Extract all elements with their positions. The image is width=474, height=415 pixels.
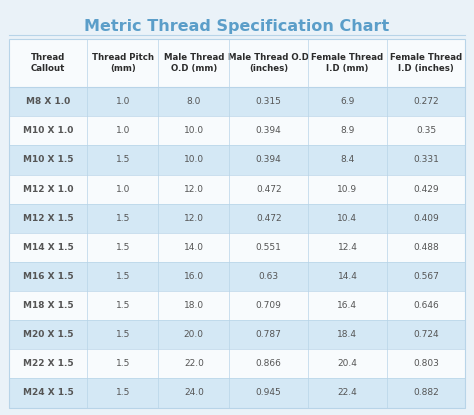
Text: M12 X 1.0: M12 X 1.0 bbox=[23, 185, 73, 193]
Text: 0.803: 0.803 bbox=[413, 359, 439, 369]
Bar bbox=[9, 233, 465, 262]
Text: M16 X 1.5: M16 X 1.5 bbox=[23, 272, 73, 281]
Text: 0.882: 0.882 bbox=[413, 388, 439, 398]
Bar bbox=[9, 291, 465, 320]
Text: 0.945: 0.945 bbox=[256, 388, 282, 398]
Text: 0.429: 0.429 bbox=[413, 185, 439, 193]
Text: 1.5: 1.5 bbox=[116, 272, 130, 281]
Text: 0.272: 0.272 bbox=[413, 97, 439, 106]
Text: 18.4: 18.4 bbox=[337, 330, 357, 339]
Bar bbox=[9, 39, 465, 408]
Text: Male Thread
O.D (mm): Male Thread O.D (mm) bbox=[164, 53, 224, 73]
Text: 0.567: 0.567 bbox=[413, 272, 439, 281]
Text: 22.0: 22.0 bbox=[184, 359, 204, 369]
Text: 1.5: 1.5 bbox=[116, 359, 130, 369]
Text: 20.4: 20.4 bbox=[337, 359, 357, 369]
Bar bbox=[9, 378, 465, 408]
Bar bbox=[9, 175, 465, 204]
Text: 0.709: 0.709 bbox=[256, 301, 282, 310]
Text: M18 X 1.5: M18 X 1.5 bbox=[23, 301, 73, 310]
Bar bbox=[9, 262, 465, 291]
Text: 12.0: 12.0 bbox=[184, 214, 204, 223]
Text: 1.5: 1.5 bbox=[116, 214, 130, 223]
Text: M10 X 1.0: M10 X 1.0 bbox=[23, 126, 73, 135]
Text: 10.0: 10.0 bbox=[184, 126, 204, 135]
Text: M22 X 1.5: M22 X 1.5 bbox=[23, 359, 73, 369]
Text: 0.394: 0.394 bbox=[256, 156, 282, 164]
Text: 1.5: 1.5 bbox=[116, 388, 130, 398]
Text: 0.472: 0.472 bbox=[256, 214, 282, 223]
Text: M10 X 1.5: M10 X 1.5 bbox=[23, 156, 73, 164]
Text: 0.551: 0.551 bbox=[256, 243, 282, 252]
Text: 0.866: 0.866 bbox=[256, 359, 282, 369]
Text: 1.0: 1.0 bbox=[116, 126, 130, 135]
Text: 12.0: 12.0 bbox=[184, 185, 204, 193]
Text: 0.787: 0.787 bbox=[256, 330, 282, 339]
Text: Thread Pitch
(mm): Thread Pitch (mm) bbox=[92, 53, 154, 73]
Text: Male Thread O.D
(inches): Male Thread O.D (inches) bbox=[228, 53, 309, 73]
Text: 18.0: 18.0 bbox=[184, 301, 204, 310]
Text: 1.5: 1.5 bbox=[116, 243, 130, 252]
Bar bbox=[9, 320, 465, 349]
Text: 0.35: 0.35 bbox=[416, 126, 436, 135]
Text: 12.4: 12.4 bbox=[337, 243, 357, 252]
Text: M8 X 1.0: M8 X 1.0 bbox=[26, 97, 70, 106]
Bar bbox=[9, 349, 465, 378]
Text: 14.4: 14.4 bbox=[337, 272, 357, 281]
Text: 0.724: 0.724 bbox=[413, 330, 439, 339]
Bar bbox=[9, 39, 465, 87]
Text: 1.0: 1.0 bbox=[116, 97, 130, 106]
Text: 0.63: 0.63 bbox=[259, 272, 279, 281]
Text: Female Thread
I.D (mm): Female Thread I.D (mm) bbox=[311, 53, 383, 73]
Text: 10.4: 10.4 bbox=[337, 214, 357, 223]
Text: 10.0: 10.0 bbox=[184, 156, 204, 164]
Text: 0.394: 0.394 bbox=[256, 126, 282, 135]
Text: Metric Thread Specification Chart: Metric Thread Specification Chart bbox=[84, 19, 390, 34]
Text: 6.9: 6.9 bbox=[340, 97, 355, 106]
Text: 14.0: 14.0 bbox=[184, 243, 204, 252]
Text: 0.409: 0.409 bbox=[413, 214, 439, 223]
Text: Female Thread
I.D (inches): Female Thread I.D (inches) bbox=[390, 53, 462, 73]
Bar bbox=[9, 87, 465, 116]
Text: 0.315: 0.315 bbox=[256, 97, 282, 106]
Text: 8.0: 8.0 bbox=[187, 97, 201, 106]
Text: 0.488: 0.488 bbox=[413, 243, 439, 252]
Text: 1.5: 1.5 bbox=[116, 330, 130, 339]
Text: M14 X 1.5: M14 X 1.5 bbox=[22, 243, 73, 252]
Text: M12 X 1.5: M12 X 1.5 bbox=[23, 214, 73, 223]
Text: 1.0: 1.0 bbox=[116, 185, 130, 193]
Text: 8.9: 8.9 bbox=[340, 126, 355, 135]
Text: 22.4: 22.4 bbox=[337, 388, 357, 398]
Text: 8.4: 8.4 bbox=[340, 156, 355, 164]
Text: 10.9: 10.9 bbox=[337, 185, 357, 193]
Text: 20.0: 20.0 bbox=[184, 330, 204, 339]
Bar bbox=[9, 204, 465, 233]
Text: 16.4: 16.4 bbox=[337, 301, 357, 310]
Text: 1.5: 1.5 bbox=[116, 301, 130, 310]
Text: M24 X 1.5: M24 X 1.5 bbox=[22, 388, 73, 398]
Bar bbox=[9, 145, 465, 175]
Text: 0.646: 0.646 bbox=[413, 301, 439, 310]
Bar bbox=[9, 116, 465, 145]
Text: Thread
Callout: Thread Callout bbox=[31, 53, 65, 73]
Text: M20 X 1.5: M20 X 1.5 bbox=[23, 330, 73, 339]
Text: 0.331: 0.331 bbox=[413, 156, 439, 164]
Text: 16.0: 16.0 bbox=[184, 272, 204, 281]
Text: 0.472: 0.472 bbox=[256, 185, 282, 193]
Text: 1.5: 1.5 bbox=[116, 156, 130, 164]
Text: 24.0: 24.0 bbox=[184, 388, 204, 398]
